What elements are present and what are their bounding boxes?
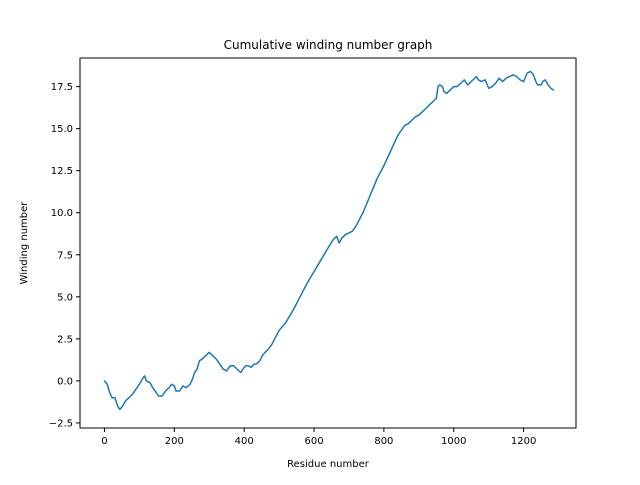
x-tick-label: 200	[165, 436, 184, 447]
y-tick-label: 0.0	[57, 376, 73, 387]
x-tick-label: 600	[304, 436, 323, 447]
y-tick-label: 15.0	[51, 124, 73, 135]
y-tick-label: 7.5	[57, 250, 73, 261]
y-axis-label: Winding number	[19, 201, 30, 285]
x-axis: 0 200 400 600 800 1000 1200	[101, 428, 536, 447]
chart-title: Cumulative winding number graph	[224, 38, 433, 52]
x-tick-label: 1200	[511, 436, 536, 447]
y-tick-label: 12.5	[51, 166, 73, 177]
axes-frame	[79, 57, 577, 429]
x-tick-label: 400	[235, 436, 254, 447]
plot-layer	[103, 70, 555, 411]
y-axis: −2.5 0.0 2.5 5.0 7.5 10.0 12.5 15.0 17.5	[49, 82, 80, 429]
y-tick-label: −2.5	[49, 418, 73, 429]
x-tick-label: 800	[374, 436, 393, 447]
y-tick-label: 17.5	[51, 82, 73, 93]
x-axis-label: Residue number	[287, 459, 370, 470]
x-tick-label: 0	[101, 436, 107, 447]
x-tick-label: 1000	[441, 436, 466, 447]
y-tick-label: 10.0	[51, 208, 73, 219]
y-tick-label: 5.0	[57, 292, 73, 303]
y-tick-label: 2.5	[57, 334, 73, 345]
series-line	[103, 70, 555, 411]
